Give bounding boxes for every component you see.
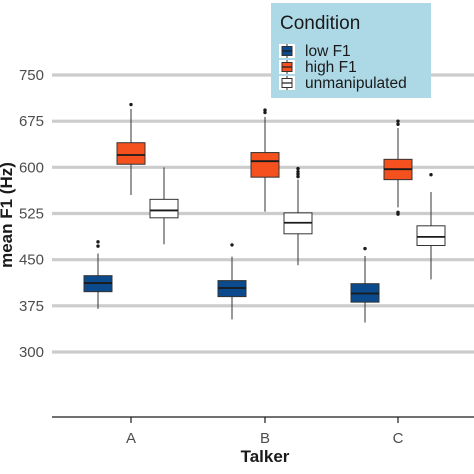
outlier-point bbox=[96, 240, 100, 244]
y-tick-label: 450 bbox=[19, 252, 44, 269]
box-low-f1 bbox=[83, 240, 113, 309]
box-high-f1 bbox=[116, 102, 146, 196]
legend-label: unmanipulated bbox=[305, 75, 407, 92]
box-body bbox=[416, 225, 446, 247]
y-tick-label: 300 bbox=[19, 344, 44, 361]
y-axis-title: mean F1 (Hz) bbox=[0, 162, 16, 268]
x-tick-label: C bbox=[393, 430, 404, 447]
outlier-point bbox=[230, 243, 234, 247]
legend-title: Condition bbox=[280, 13, 360, 34]
box-low-f1 bbox=[217, 243, 247, 320]
boxes bbox=[83, 102, 446, 323]
outlier-point bbox=[396, 119, 400, 123]
x-tick-label: B bbox=[260, 430, 270, 447]
outlier-point bbox=[96, 244, 100, 248]
legend-background bbox=[271, 3, 431, 98]
box-body bbox=[149, 198, 179, 219]
y-tick-label: 750 bbox=[19, 67, 44, 84]
legend-item: high F1 bbox=[279, 59, 357, 76]
outlier-point bbox=[263, 110, 267, 115]
box-unmanipulated bbox=[416, 173, 446, 280]
grid-lines bbox=[52, 73, 474, 354]
y-tick-label: 675 bbox=[19, 113, 44, 130]
box-high-f1 bbox=[383, 119, 413, 216]
x-axis-title: Talker bbox=[241, 447, 290, 466]
box-body bbox=[116, 142, 146, 165]
box-unmanipulated bbox=[149, 167, 179, 245]
box-unmanipulated bbox=[283, 166, 313, 266]
outlier-point bbox=[296, 166, 300, 171]
box-high-f1 bbox=[250, 108, 280, 212]
legend-label: low F1 bbox=[305, 43, 351, 60]
legend-item: unmanipulated bbox=[279, 75, 407, 92]
outlier-point bbox=[296, 169, 300, 174]
outlier-point bbox=[296, 174, 300, 179]
box-body bbox=[250, 152, 280, 178]
y-tick-label: 375 bbox=[19, 298, 44, 315]
box-low-f1 bbox=[350, 246, 380, 323]
outlier-point bbox=[129, 102, 133, 107]
y-tick-labels: 300 375 450 525 600 675 750 bbox=[19, 67, 44, 361]
outlier-point bbox=[363, 246, 367, 251]
outlier-point bbox=[396, 210, 400, 214]
x-tick-labels: A B C bbox=[126, 417, 404, 447]
y-tick-label: 600 bbox=[19, 159, 44, 176]
y-tick-label: 525 bbox=[19, 206, 44, 223]
outlier-point bbox=[263, 108, 267, 112]
outlier-point bbox=[429, 173, 433, 177]
legend-item: low F1 bbox=[279, 43, 351, 60]
legend-label: high F1 bbox=[305, 59, 357, 76]
outlier-point bbox=[296, 172, 300, 176]
x-tick-label: A bbox=[126, 430, 136, 447]
outlier-point bbox=[396, 122, 400, 126]
